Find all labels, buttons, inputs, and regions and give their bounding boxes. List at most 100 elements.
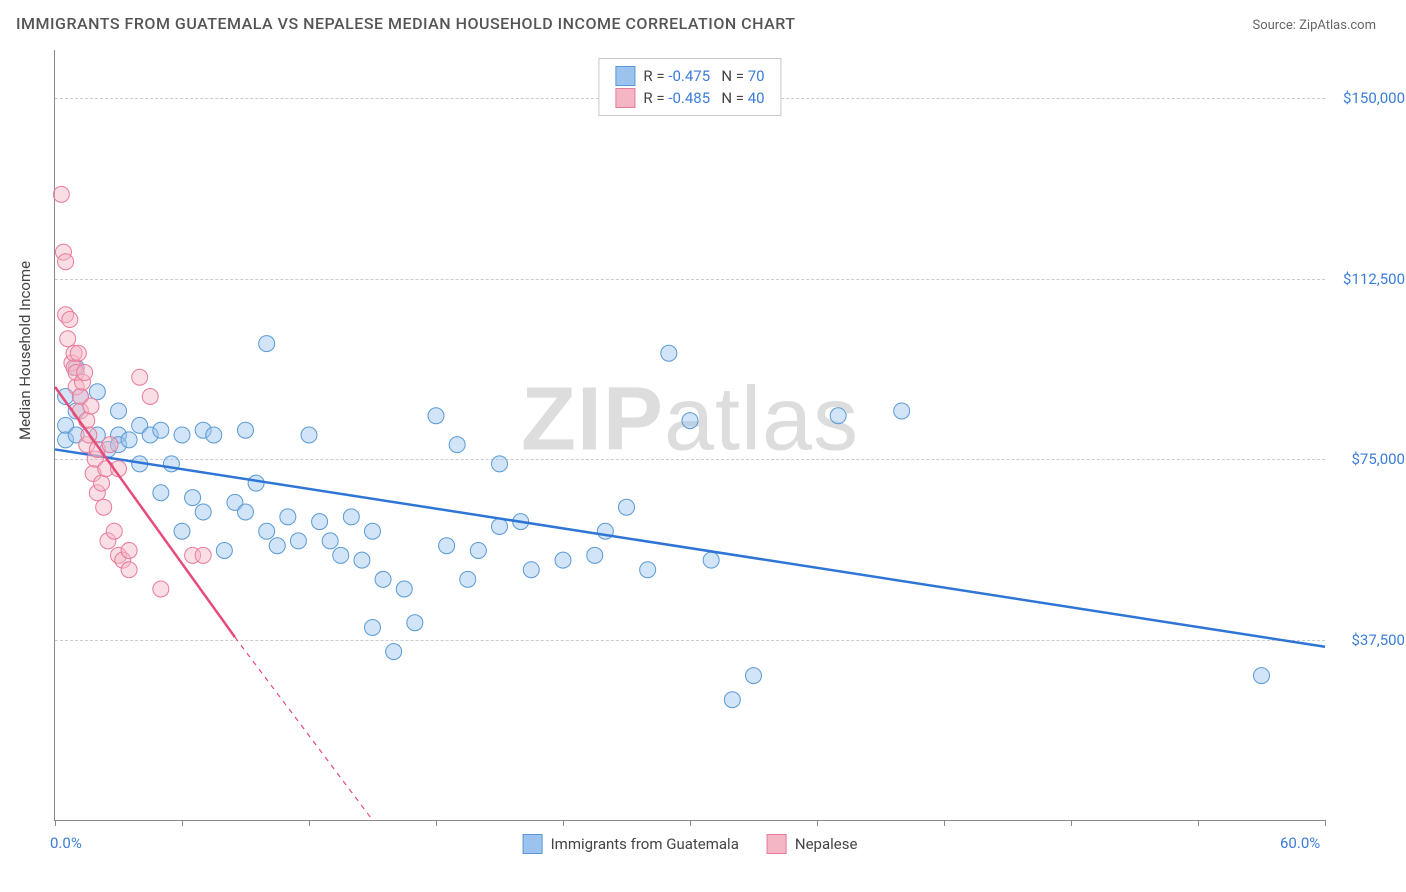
legend-row: R = -0.475 N = 70 <box>615 65 764 87</box>
data-point <box>682 413 698 429</box>
data-point <box>153 485 169 501</box>
data-point <box>238 504 254 520</box>
data-point <box>106 523 122 539</box>
x-tick-label: 0.0% <box>50 834 82 852</box>
data-point <box>290 533 306 549</box>
legend-swatch <box>767 834 787 854</box>
data-point <box>121 543 137 559</box>
data-point <box>58 254 74 270</box>
data-point <box>333 547 349 563</box>
regression-line-extrapolated <box>235 637 373 820</box>
plot-area: ZIPatlas $37,500$75,000$112,500$150,000 … <box>54 50 1325 821</box>
data-point <box>428 408 444 424</box>
data-point <box>60 331 76 347</box>
data-point <box>375 571 391 587</box>
data-point <box>195 547 211 563</box>
data-point <box>174 523 190 539</box>
data-point <box>640 562 656 578</box>
data-point <box>280 509 296 525</box>
legend-swatch <box>615 66 635 86</box>
x-tick <box>563 820 564 826</box>
x-tick <box>1198 820 1199 826</box>
data-point <box>619 499 635 515</box>
x-tick <box>1325 820 1326 826</box>
legend-stats: R = -0.475 N = 70 <box>643 65 764 87</box>
data-point <box>365 620 381 636</box>
data-point <box>322 533 338 549</box>
data-point <box>269 538 285 554</box>
data-point <box>396 581 412 597</box>
data-point <box>460 571 476 587</box>
correlation-legend: R = -0.475 N = 70R = -0.485 N = 40 <box>598 58 781 116</box>
legend-swatch <box>523 834 543 854</box>
x-tick <box>182 820 183 826</box>
x-tick <box>309 820 310 826</box>
data-point <box>492 518 508 534</box>
data-point <box>132 369 148 385</box>
y-tick-label: $37,500 <box>1330 631 1405 649</box>
data-point <box>79 413 95 429</box>
legend-item: Immigrants from Guatemala <box>523 834 739 854</box>
data-point <box>894 403 910 419</box>
legend-stats: R = -0.485 N = 40 <box>643 87 764 109</box>
y-tick-label: $150,000 <box>1330 89 1405 107</box>
data-point <box>587 547 603 563</box>
data-point <box>555 552 571 568</box>
data-point <box>343 509 359 525</box>
data-point <box>439 538 455 554</box>
x-tick <box>817 820 818 826</box>
data-point <box>661 345 677 361</box>
data-point <box>703 552 719 568</box>
legend-swatch <box>615 88 635 108</box>
legend-row: R = -0.485 N = 40 <box>615 87 764 109</box>
data-point <box>724 692 740 708</box>
data-point <box>386 644 402 660</box>
data-point <box>174 427 190 443</box>
y-tick-label: $112,500 <box>1330 270 1405 288</box>
data-point <box>96 499 112 515</box>
data-point <box>206 427 222 443</box>
data-point <box>354 552 370 568</box>
data-point <box>83 398 99 414</box>
data-point <box>449 437 465 453</box>
x-tick <box>1071 820 1072 826</box>
data-point <box>301 427 317 443</box>
legend-item: Nepalese <box>767 834 858 854</box>
y-tick-label: $75,000 <box>1330 450 1405 468</box>
data-point <box>1254 668 1270 684</box>
regression-line <box>55 449 1325 646</box>
data-point <box>142 389 158 405</box>
data-point <box>523 562 539 578</box>
legend-label: Immigrants from Guatemala <box>551 835 739 853</box>
data-point <box>259 523 275 539</box>
data-point <box>89 384 105 400</box>
series-legend: Immigrants from Guatemala Nepalese <box>523 834 858 854</box>
data-point <box>238 422 254 438</box>
data-point <box>407 615 423 631</box>
data-point <box>216 543 232 559</box>
x-tick <box>55 820 56 826</box>
data-point <box>121 432 137 448</box>
data-point <box>153 422 169 438</box>
data-point <box>248 475 264 491</box>
data-point <box>746 668 762 684</box>
data-point <box>185 490 201 506</box>
data-point <box>53 186 69 202</box>
chart-container: IMMIGRANTS FROM GUATEMALA VS NEPALESE ME… <box>0 0 1406 892</box>
data-point <box>312 514 328 530</box>
y-axis-label: Median Household Income <box>16 261 34 440</box>
data-point <box>259 336 275 352</box>
data-point <box>470 543 486 559</box>
data-point <box>94 475 110 491</box>
x-tick <box>944 820 945 826</box>
x-tick <box>690 820 691 826</box>
data-point <box>62 312 78 328</box>
scatter-svg <box>55 50 1325 820</box>
data-point <box>70 345 86 361</box>
data-point <box>77 364 93 380</box>
data-point <box>365 523 381 539</box>
data-point <box>102 437 118 453</box>
data-point <box>111 403 127 419</box>
data-point <box>195 504 211 520</box>
x-tick-label: 60.0% <box>1280 834 1320 852</box>
